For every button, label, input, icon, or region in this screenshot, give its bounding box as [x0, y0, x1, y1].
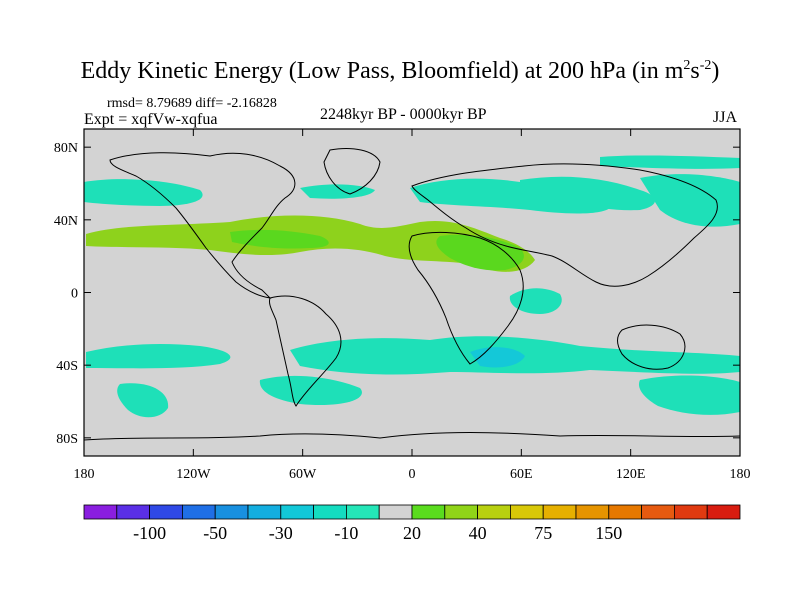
- colorbar-swatch: [411, 504, 446, 520]
- negative-band-southern-ocean-pacific: [117, 383, 169, 418]
- negative-band-north-pacific-east: [520, 176, 655, 211]
- negative-band-north-atlantic-west: [300, 184, 375, 199]
- negative-band-north-america: [84, 179, 203, 206]
- coastline-australia: [617, 324, 686, 370]
- colorbar-swatch: [706, 504, 741, 520]
- lon-tick-label: 180: [74, 467, 95, 482]
- colorbar-swatch: [444, 504, 478, 520]
- colorbar-swatch: [116, 504, 151, 520]
- coastline-greenland: [323, 148, 381, 195]
- colorbar-label: -10: [334, 523, 358, 543]
- time-period-label: 2248kyr BP - 0000kyr BP: [320, 106, 487, 123]
- rmsd-diff-stats: rmsd= 8.79689 diff= -2.16828: [107, 96, 277, 111]
- colorbar-swatch: [149, 504, 183, 520]
- map-axes: 80N 40N 0 40S 80S 180 120W 60W 0 60E 120E 180: [54, 129, 751, 482]
- colorbar-label: -30: [269, 523, 293, 543]
- coastlines: [83, 148, 741, 441]
- colorbar-swatch: [280, 504, 314, 520]
- map-background: [84, 129, 740, 456]
- lat-tick-label: 40N: [54, 214, 78, 229]
- lon-tick-label: 60E: [510, 467, 533, 482]
- colorbar-label: 20: [403, 523, 421, 543]
- colorbar-swatch: [247, 504, 282, 520]
- chart-title: Eddy Kinetic Energy (Low Pass, Bloomfiel…: [80, 58, 720, 84]
- coastline-eurasia: [411, 163, 718, 287]
- colorbar-swatch: [641, 504, 675, 520]
- colorbar-swatch: [477, 504, 511, 520]
- experiment-label: Expt = xqfVw-xqfua: [84, 111, 218, 128]
- positive-band-mid-atlantic-core: [230, 229, 329, 249]
- lat-tick-label: 0: [71, 287, 78, 302]
- coastline-antarctica: [83, 432, 741, 441]
- coastline-south-america: [269, 295, 342, 407]
- colorbar-label: -50: [203, 523, 227, 543]
- season-label: JJA: [713, 109, 738, 126]
- coastline-africa: [408, 231, 524, 365]
- negative-band-south-pacific-east: [86, 344, 231, 369]
- negative-band-south-pacific-west: [259, 375, 362, 406]
- colorbar-label: -100: [133, 523, 166, 543]
- colorbar-label: 150: [595, 523, 622, 543]
- lat-tick-label: 80N: [54, 141, 78, 156]
- negative-band-arctic-east: [600, 155, 740, 169]
- colorbar-label: 75: [534, 523, 552, 543]
- lon-tick-label: 0: [409, 467, 416, 482]
- positive-anomaly-areas: [86, 215, 535, 272]
- colorbar-swatch: [83, 504, 118, 520]
- colorbar-swatch: [313, 504, 347, 520]
- lon-tick-label: 60W: [289, 467, 317, 482]
- negative-anomaly-areas: [84, 155, 740, 418]
- lon-tick-label: 120W: [176, 467, 211, 482]
- lat-tick-label: 40S: [56, 359, 78, 374]
- colorbar: -100 -50 -30 -10 20 40 75 150: [83, 504, 741, 543]
- positive-band-north-africa-core: [436, 234, 524, 271]
- colorbar-swatch: [608, 504, 642, 520]
- colorbar-swatch: [509, 504, 544, 520]
- negative-band-southern-ocean-east: [638, 375, 740, 415]
- colorbar-swatch: [345, 504, 380, 520]
- colorbar-swatch: [181, 504, 216, 520]
- colorbar-swatch: [542, 504, 577, 520]
- negative-band-north-atlantic: [410, 178, 610, 214]
- lon-tick-label: 180: [730, 467, 751, 482]
- lon-tick-label: 120E: [616, 467, 646, 482]
- negative-band-north-pacific-west: [640, 174, 740, 227]
- negative-band-southern-indian-core: [470, 347, 525, 368]
- colorbar-label: 40: [469, 523, 487, 543]
- coastline-north-america: [109, 152, 296, 299]
- lat-tick-label: 80S: [56, 432, 78, 447]
- colorbar-swatch: [378, 504, 413, 520]
- colorbar-swatch: [674, 504, 708, 520]
- colorbar-swatch: [214, 504, 249, 520]
- colorbar-swatch: [575, 504, 610, 520]
